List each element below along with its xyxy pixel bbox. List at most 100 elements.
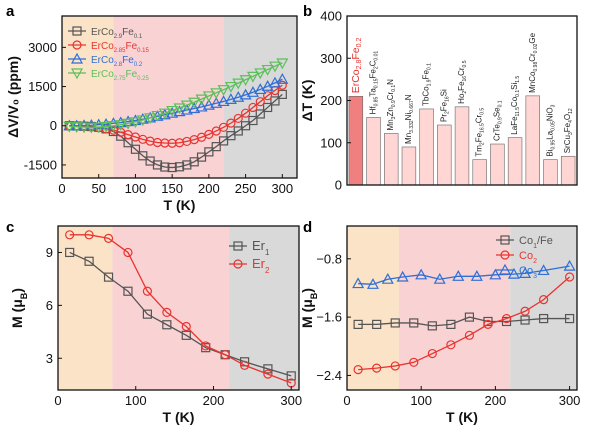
data-point	[248, 102, 258, 113]
x-tick-label: 200	[198, 181, 220, 196]
data-point	[240, 108, 251, 118]
data-point	[452, 270, 465, 281]
data-point	[254, 68, 267, 80]
data-point	[78, 119, 91, 131]
data-point	[239, 360, 250, 370]
data-point	[195, 100, 208, 112]
data-point	[180, 100, 193, 112]
y-tick-label: 6	[46, 298, 53, 313]
data-point	[195, 94, 208, 106]
bar-12	[543, 159, 558, 186]
x-tick-label: 300	[280, 393, 302, 408]
data-point	[409, 318, 419, 328]
data-point	[65, 247, 75, 258]
x-tick-label: 100	[410, 393, 432, 408]
data-point	[151, 110, 164, 122]
data-point	[520, 315, 530, 325]
data-point	[65, 230, 75, 240]
data-point	[263, 102, 273, 113]
y-tick-label: 9	[46, 245, 53, 260]
y-tick-label: 200	[320, 93, 342, 108]
bar-13	[560, 155, 576, 186]
data-point	[166, 105, 179, 117]
data-point	[220, 350, 230, 360]
data-point	[218, 136, 229, 146]
legend-label: Co3	[519, 265, 537, 280]
data-point	[539, 295, 549, 305]
data-point	[152, 160, 163, 170]
data-point	[189, 157, 199, 167]
panel-b: b ErCo2.8Fe0.2 Hf0.85Ta0.15Fe2C0.01 Mn3Zn0…	[299, 3, 578, 193]
data-point	[563, 259, 576, 271]
data-point	[539, 313, 549, 324]
data-point	[396, 270, 409, 282]
data-point	[204, 147, 214, 157]
data-point	[85, 122, 98, 134]
x-tick-label: 200	[203, 393, 225, 408]
data-point	[409, 357, 419, 367]
y-axis-label: M (μB)	[299, 288, 319, 328]
y-tick-label: −2.4	[316, 368, 342, 383]
data-point	[188, 102, 201, 114]
data-point	[144, 113, 157, 125]
y-axis-label: M (μB)	[9, 288, 29, 328]
y-tick-label: -1500	[24, 157, 57, 172]
data-point	[167, 162, 177, 173]
x-axis-label: T (K)	[164, 197, 196, 213]
bar-2	[366, 117, 381, 186]
legend-label: ErCo2.9Fe0.1	[91, 27, 143, 40]
data-point	[142, 286, 153, 296]
bar-label-10: LaFe11.5Co0.1Si1.5	[510, 76, 521, 135]
plot-frame	[61, 15, 298, 179]
data-point	[261, 64, 274, 76]
data-point	[483, 316, 493, 327]
data-point	[381, 272, 394, 284]
x-tick-label: 150	[161, 181, 183, 196]
data-point	[188, 97, 201, 109]
legend-label: ErCo2.75Fe0.25	[91, 69, 149, 82]
data-point	[210, 97, 223, 108]
y-tick-label: 400	[320, 9, 342, 24]
bar-7	[454, 106, 470, 186]
data-point	[276, 72, 289, 84]
y-tick-label: −1.6	[316, 310, 342, 325]
data-point	[224, 93, 237, 104]
data-point	[232, 78, 245, 90]
data-point	[84, 230, 94, 240]
data-point	[103, 233, 114, 243]
data-point	[246, 86, 259, 97]
legend-label: Er1	[252, 238, 270, 257]
data-point	[270, 96, 280, 106]
bar-label-13: SrCu3Fe4O12	[563, 108, 574, 153]
y-axis-label: ΔT (K)	[299, 80, 315, 122]
data-point	[277, 80, 287, 90]
data-point	[415, 268, 428, 280]
data-point	[255, 109, 265, 119]
bar-5	[419, 108, 434, 186]
legend-marker	[233, 241, 243, 251]
legend-marker	[70, 52, 84, 64]
data-point	[136, 115, 149, 127]
data-point	[240, 121, 251, 131]
legend-marker	[233, 259, 243, 269]
legend-label: Er2	[252, 256, 270, 275]
data-point	[239, 75, 252, 86]
x-tick-label: 300	[559, 393, 581, 408]
data-point	[173, 105, 186, 117]
data-point	[255, 97, 265, 107]
legend-marker	[72, 26, 82, 36]
data-point	[160, 138, 170, 148]
legend-marker	[72, 40, 82, 50]
data-point	[564, 272, 575, 282]
bar-label-11: MnCo0.98Cr0.02Ge	[528, 32, 539, 92]
series-line-3	[358, 265, 570, 285]
x-tick-label: 100	[125, 393, 147, 408]
data-point	[372, 319, 382, 329]
data-point	[202, 98, 215, 110]
data-point	[70, 119, 83, 131]
data-point	[246, 71, 259, 83]
data-point	[174, 162, 185, 172]
legend-label: Co2	[519, 250, 537, 265]
data-point	[353, 364, 363, 375]
